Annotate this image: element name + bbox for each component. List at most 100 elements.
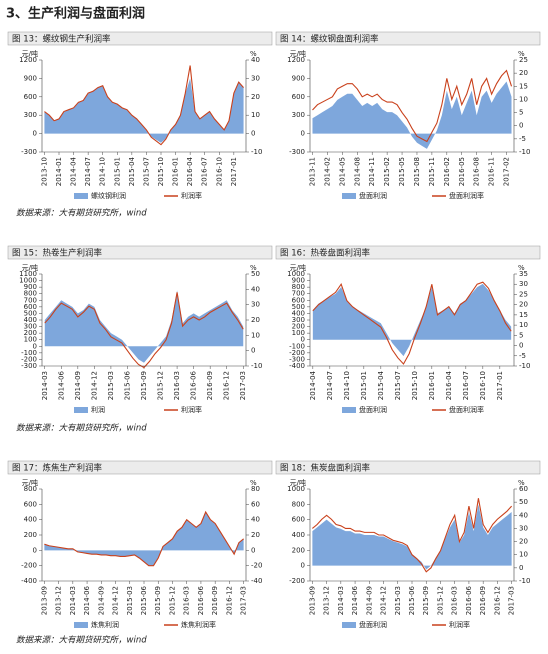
y-tick-label: 200 [292, 546, 305, 554]
x-tick-label: 2014-02 [323, 157, 331, 186]
y2-tick-label: 10 [519, 95, 528, 103]
y-tick-label: 1100 [19, 270, 37, 278]
x-tick-label: 2016-12 [223, 371, 231, 400]
y-axis-label: 元/吨 [290, 49, 306, 58]
y-tick-label: 1000 [287, 270, 305, 278]
legend-swatch [342, 622, 356, 628]
y2-tick-label: 0 [251, 347, 255, 355]
title-bar [7, 31, 273, 46]
x-tick-label: 2017-03 [240, 586, 248, 615]
legend-label: 盘面利润率 [449, 191, 484, 200]
x-tick-label: 2014-11 [368, 157, 376, 186]
x-tick-label: 2016-12 [225, 586, 233, 615]
x-tick-label: 2017-02 [503, 157, 511, 186]
x-tick-label: 2015-09 [154, 586, 162, 615]
legend-swatch [342, 407, 356, 413]
y-tick-label: 500 [24, 309, 37, 317]
x-tick-label: 2015-12 [436, 586, 444, 615]
title-bar [275, 31, 541, 46]
x-tick-label: 2017-03 [508, 586, 516, 615]
y-axis-label: 元/吨 [290, 263, 306, 272]
y-tick-label: 0 [301, 336, 305, 344]
y2-tick-label: 30 [251, 301, 260, 309]
x-tick-label: 2016-06 [465, 585, 473, 615]
x-tick-label: 2013-12 [323, 586, 331, 615]
x-tick-label: 2015-09 [422, 586, 430, 615]
x-tick-label: 2016-03 [173, 371, 181, 400]
area [44, 512, 244, 566]
source-note: 数据来源：大有期货研究所，wind [16, 635, 147, 646]
legend-swatch [74, 407, 88, 413]
y2-tick-label: -5 [519, 135, 526, 143]
y2-tick-label: -10 [519, 577, 530, 585]
y2-tick-label: 40 [251, 285, 260, 293]
x-tick-label: 2014-03 [41, 371, 49, 400]
y-tick-label: 400 [292, 531, 305, 539]
y2-tick-label: 10 [251, 111, 260, 119]
x-tick-label: 2013-09 [40, 586, 48, 615]
x-tick-label: 2014-12 [90, 371, 98, 400]
y2-tick-label: -5 [519, 352, 526, 360]
source-note: 数据来源：大有期货研究所，wind [16, 208, 147, 219]
y-tick-label: -100 [289, 342, 305, 350]
y2-axis-label: % [250, 264, 257, 272]
y-tick-label: -300 [289, 148, 305, 156]
y2-tick-label: 10 [519, 321, 528, 329]
y-tick-label: 100 [292, 329, 305, 337]
x-tick-label: 2014-04 [309, 370, 317, 400]
x-tick-label: 2013-09 [308, 586, 316, 615]
x-tick-label: 2015-06 [140, 585, 148, 615]
y-tick-label: -300 [21, 148, 37, 156]
y2-tick-label: -10 [519, 148, 530, 156]
y2-axis-label: % [518, 50, 525, 58]
x-tick-label: 2015-06 [408, 585, 416, 615]
y2-tick-label: 60 [519, 485, 528, 493]
y-tick-label: 800 [292, 500, 305, 508]
x-tick-label: 2014-10 [343, 371, 351, 400]
chart-title: 图 16：热卷盘面利润率 [280, 248, 371, 259]
y-tick-label: 600 [24, 500, 37, 508]
y-tick-label: 200 [24, 329, 37, 337]
y-tick-label: 300 [292, 316, 305, 324]
y-tick-label: 200 [24, 531, 37, 539]
x-tick-label: 2016-10 [479, 371, 487, 400]
x-tick-label: 2015-07 [142, 157, 150, 186]
x-tick-label: 2016-03 [451, 586, 459, 615]
y2-tick-label: 80 [251, 485, 260, 493]
y-tick-label: 1200 [287, 56, 305, 64]
title-bar [7, 460, 273, 475]
x-tick-label: 2016-04 [186, 156, 194, 186]
y-axis-label: 元/吨 [22, 263, 38, 272]
y-tick-label: 300 [292, 111, 305, 119]
line [312, 69, 513, 143]
y-tick-label: 1200 [19, 56, 37, 64]
y2-tick-label: 30 [519, 524, 528, 532]
x-tick-label: 2015-07 [394, 371, 402, 400]
y-tick-label: 700 [24, 296, 37, 304]
y2-tick-label: 25 [519, 290, 528, 298]
x-tick-label: 2014-07 [84, 157, 92, 186]
y-tick-label: 500 [292, 303, 305, 311]
y-tick-label: 600 [24, 93, 37, 101]
x-tick-label: 2015-10 [157, 157, 165, 186]
y-tick-label: -200 [21, 355, 37, 363]
x-tick-label: 2015-01 [360, 371, 368, 400]
y2-axis-label: % [250, 50, 257, 58]
chart-title: 图 15：热卷生产利润率 [12, 248, 103, 259]
legend-swatch [74, 193, 88, 199]
legend-label: 利润率 [449, 620, 470, 629]
y2-tick-label: -20 [251, 562, 262, 570]
chart-title: 图 17：炼焦生产利润率 [12, 463, 103, 474]
y-tick-label: 800 [292, 283, 305, 291]
x-tick-label: 2014-03 [69, 586, 77, 615]
x-tick-label: 2015-12 [168, 586, 176, 615]
y-tick-label: 400 [24, 316, 37, 324]
y2-tick-label: 0 [519, 342, 523, 350]
y2-tick-label: -10 [251, 148, 262, 156]
legend-label: 利润率 [181, 405, 202, 414]
y-tick-label: 600 [292, 296, 305, 304]
y2-tick-label: 60 [251, 500, 260, 508]
title-bar [275, 460, 541, 475]
y2-tick-label: 50 [251, 270, 260, 278]
y2-tick-label: 20 [251, 316, 260, 324]
